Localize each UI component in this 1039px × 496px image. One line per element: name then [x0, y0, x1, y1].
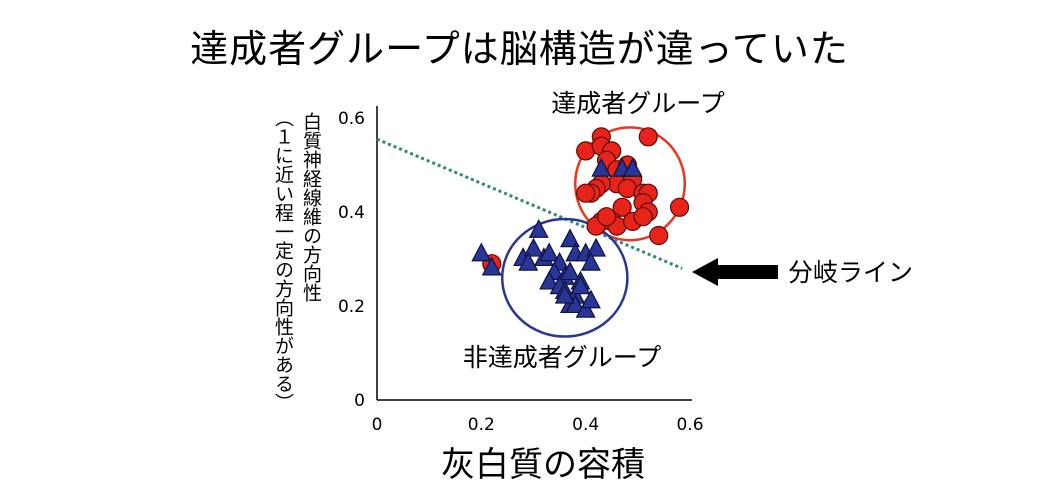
achiever-point: [633, 207, 653, 227]
non-achiever-point: [622, 157, 643, 177]
non-achiever-group-label: 非達成者グループ: [463, 343, 662, 372]
y-axis-label-note: （１に近い程一定の方向性がある）: [272, 108, 294, 412]
x-tick-label: 0.2: [468, 415, 495, 435]
non-achiever-point: [554, 284, 575, 304]
non-achiever-point: [471, 242, 492, 262]
non-achiever-point: [481, 256, 502, 276]
y-tick-label: 0.4: [338, 203, 365, 223]
achiever-circle: [573, 126, 687, 242]
non-achiever-point: [565, 294, 586, 314]
y-tick-label: 0.2: [338, 297, 365, 317]
non-achiever-point: [560, 261, 581, 281]
y-axis-label: 白質神経線維の方向性: [300, 112, 322, 302]
achiever-point: [649, 225, 669, 246]
non-achiever-point: [575, 298, 596, 318]
achiever-point: [576, 183, 596, 203]
non-achiever-point: [528, 218, 549, 238]
non-achiever-point: [580, 251, 601, 271]
achiever-point: [596, 207, 617, 227]
arrow-icon: [692, 258, 778, 286]
page-title: 達成者グループは脳構造が違っていた: [190, 27, 849, 71]
x-axis-label: 灰白質の容積: [441, 445, 645, 485]
achiever-point: [669, 197, 690, 217]
non-achiever-point: [518, 251, 539, 271]
non-achiever-point: [586, 237, 607, 257]
y-tick-label: 0.6: [338, 109, 365, 129]
non-achiever-point: [580, 289, 601, 309]
non-achiever-point: [591, 157, 612, 177]
x-tick-label: 0.4: [572, 415, 599, 435]
y-tick-label: 0: [354, 391, 365, 411]
achiever-point: [612, 197, 632, 217]
x-tick-label: 0.6: [676, 415, 703, 435]
achiever-group-label: 達成者グループ: [551, 89, 725, 118]
x-tick-label: 0: [372, 415, 383, 435]
divide-line: [376, 137, 683, 270]
non-achiever-point: [560, 228, 581, 248]
non-achiever-point: [523, 237, 544, 257]
non-achiever-circle: [500, 217, 629, 338]
divide-line-label: 分岐ライン: [788, 258, 913, 287]
achiever-point: [638, 127, 658, 147]
non-achiever-point: [539, 270, 560, 290]
non-achiever-point: [539, 242, 560, 262]
non-achiever-point: [570, 275, 591, 295]
